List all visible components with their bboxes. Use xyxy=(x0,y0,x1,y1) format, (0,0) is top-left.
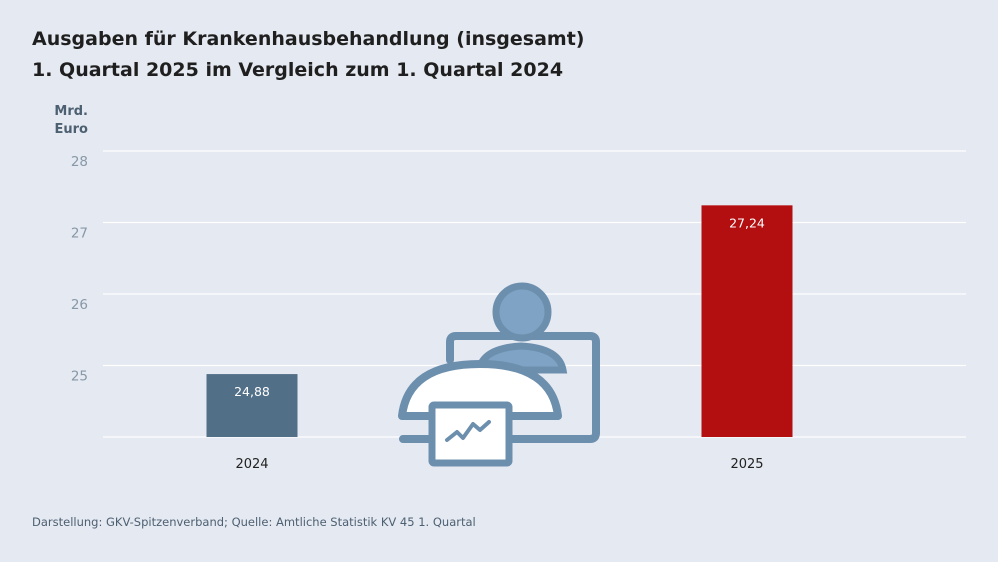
y-tick-label: 27 xyxy=(71,226,88,242)
bar-2024 xyxy=(206,374,298,437)
title-line-2: 1. Quartal 2025 im Vergleich zum 1. Quar… xyxy=(32,59,564,81)
unit-line-1: Mrd. xyxy=(54,104,88,119)
monitor-frame xyxy=(399,332,600,443)
x-tick-label: 2025 xyxy=(730,457,763,472)
x-axis-labels: 2024 2025 xyxy=(235,457,763,472)
y-tick-label: 25 xyxy=(71,369,88,385)
source-footnote: Darstellung: GKV-Spitzenverband; Quelle:… xyxy=(32,515,476,529)
chart-title: Ausgaben für Krankenhausbehandlung (insg… xyxy=(32,24,584,86)
title-line-1: Ausgaben für Krankenhausbehandlung (insg… xyxy=(32,28,585,50)
x-tick-label: 2024 xyxy=(235,457,268,472)
person-head xyxy=(492,282,552,342)
unit-line-2: Euro xyxy=(54,122,88,137)
trend-screen xyxy=(428,401,513,467)
y-tick-label: 26 xyxy=(71,297,88,313)
y-axis-unit-label: Mrd. Euro xyxy=(32,103,88,139)
y-axis-ticks: 25 26 27 28 xyxy=(71,154,88,385)
data-label: 27,24 xyxy=(729,215,765,230)
trend-line-icon xyxy=(445,420,491,442)
bars: 24,88 27,24 xyxy=(206,205,793,437)
y-tick-label: 28 xyxy=(71,154,88,170)
bar-2025 xyxy=(701,205,793,437)
person-at-desk-with-trend-chart-icon xyxy=(398,282,600,467)
data-label: 24,88 xyxy=(234,384,270,399)
